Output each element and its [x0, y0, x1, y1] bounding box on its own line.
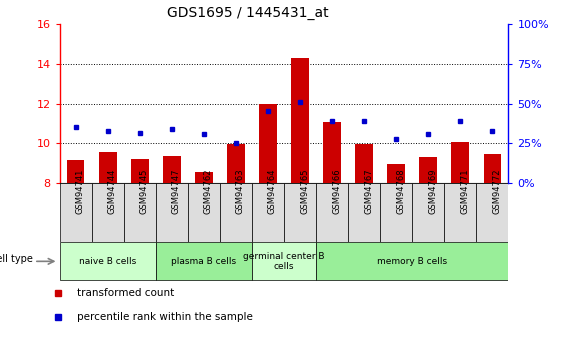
Bar — [316, 183, 348, 242]
Text: GSM94744: GSM94744 — [108, 169, 116, 214]
Bar — [124, 183, 156, 242]
Text: GSM94762: GSM94762 — [204, 169, 213, 214]
Bar — [156, 183, 188, 242]
Bar — [163, 156, 181, 183]
Bar — [412, 183, 444, 242]
Text: GSM94741: GSM94741 — [76, 169, 85, 214]
Bar — [444, 183, 477, 242]
Text: GSM94769: GSM94769 — [428, 169, 437, 214]
Bar — [156, 242, 252, 280]
Bar — [452, 142, 469, 183]
Text: GSM94747: GSM94747 — [172, 169, 181, 214]
Bar — [477, 183, 508, 242]
Bar — [195, 172, 212, 183]
Bar — [483, 154, 501, 183]
Bar — [131, 159, 149, 183]
Bar — [91, 183, 124, 242]
Bar — [387, 164, 405, 183]
Text: GSM94763: GSM94763 — [236, 169, 245, 215]
Text: GSM94766: GSM94766 — [332, 169, 341, 215]
Bar — [252, 242, 316, 280]
Bar — [99, 152, 116, 183]
Text: plasma B cells: plasma B cells — [172, 257, 236, 266]
Text: naive B cells: naive B cells — [79, 257, 136, 266]
Text: germinal center B
cells: germinal center B cells — [243, 252, 325, 271]
Text: GSM94764: GSM94764 — [268, 169, 277, 214]
Text: GSM94745: GSM94745 — [140, 169, 149, 214]
Bar — [348, 183, 380, 242]
Bar — [60, 183, 91, 242]
Bar — [259, 104, 277, 183]
Bar — [356, 144, 373, 183]
Text: percentile rank within the sample: percentile rank within the sample — [77, 313, 253, 322]
Bar — [60, 242, 156, 280]
Text: GSM94772: GSM94772 — [492, 169, 502, 214]
Bar — [227, 144, 245, 183]
Bar — [419, 157, 437, 183]
Bar — [220, 183, 252, 242]
Text: transformed count: transformed count — [77, 288, 174, 298]
Bar — [284, 183, 316, 242]
Bar — [316, 242, 508, 280]
Bar — [291, 58, 309, 183]
Text: GSM94771: GSM94771 — [460, 169, 469, 214]
Text: cell type: cell type — [0, 254, 33, 264]
Bar — [380, 183, 412, 242]
Bar — [323, 122, 341, 183]
Text: GSM94768: GSM94768 — [396, 169, 405, 215]
Bar — [188, 183, 220, 242]
Bar — [252, 183, 284, 242]
Text: GSM94765: GSM94765 — [300, 169, 309, 214]
Bar — [67, 160, 85, 183]
Text: memory B cells: memory B cells — [377, 257, 447, 266]
Title: GDS1695 / 1445431_at: GDS1695 / 1445431_at — [168, 6, 329, 20]
Text: GSM94767: GSM94767 — [364, 169, 373, 215]
